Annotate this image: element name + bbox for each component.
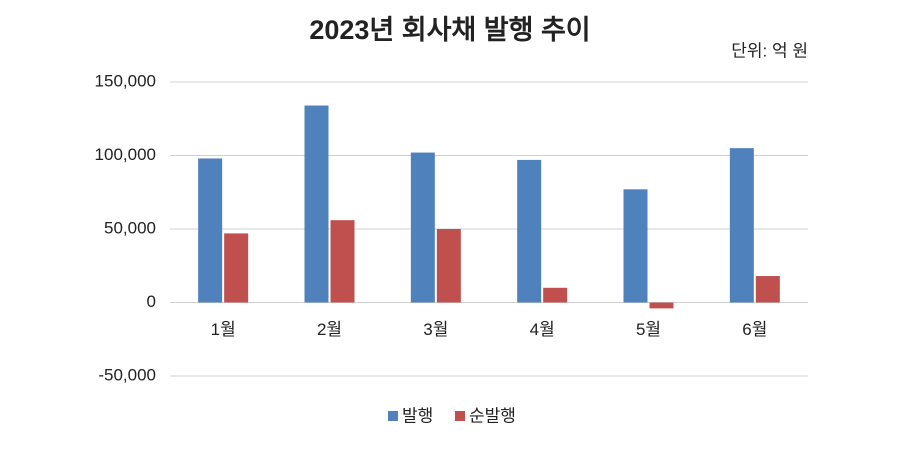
bar bbox=[543, 287, 568, 303]
bar bbox=[224, 233, 249, 303]
y-tick-label: 150,000 bbox=[95, 71, 156, 90]
y-tick-label: 50,000 bbox=[104, 218, 156, 237]
x-tick-label: 6월 bbox=[742, 320, 767, 339]
bar bbox=[517, 159, 542, 303]
bar bbox=[623, 189, 648, 303]
bar bbox=[436, 229, 461, 303]
y-tick-label: 100,000 bbox=[95, 145, 156, 164]
unit-label: 단위: 억 원 bbox=[731, 41, 808, 60]
x-tick-label: 2월 bbox=[317, 320, 342, 339]
x-tick-label: 1월 bbox=[211, 320, 236, 339]
chart-title: 2023년 회사채 발행 추이 bbox=[309, 15, 590, 45]
bar bbox=[410, 152, 435, 303]
legend-swatch bbox=[455, 411, 465, 421]
bar bbox=[649, 302, 674, 309]
legend-label: 순발행 bbox=[469, 406, 516, 425]
x-tick-label: 5월 bbox=[636, 320, 661, 339]
bar bbox=[198, 158, 223, 303]
legend-swatch bbox=[388, 411, 398, 421]
bar bbox=[304, 105, 329, 303]
bar bbox=[729, 148, 754, 303]
y-tick-label: -50,000 bbox=[98, 365, 156, 384]
bar bbox=[755, 276, 780, 303]
y-tick-label: 0 bbox=[147, 292, 156, 311]
legend-label: 발행 bbox=[402, 406, 433, 425]
x-tick-label: 3월 bbox=[423, 320, 448, 339]
x-tick-label: 4월 bbox=[530, 320, 555, 339]
bar bbox=[330, 220, 355, 303]
